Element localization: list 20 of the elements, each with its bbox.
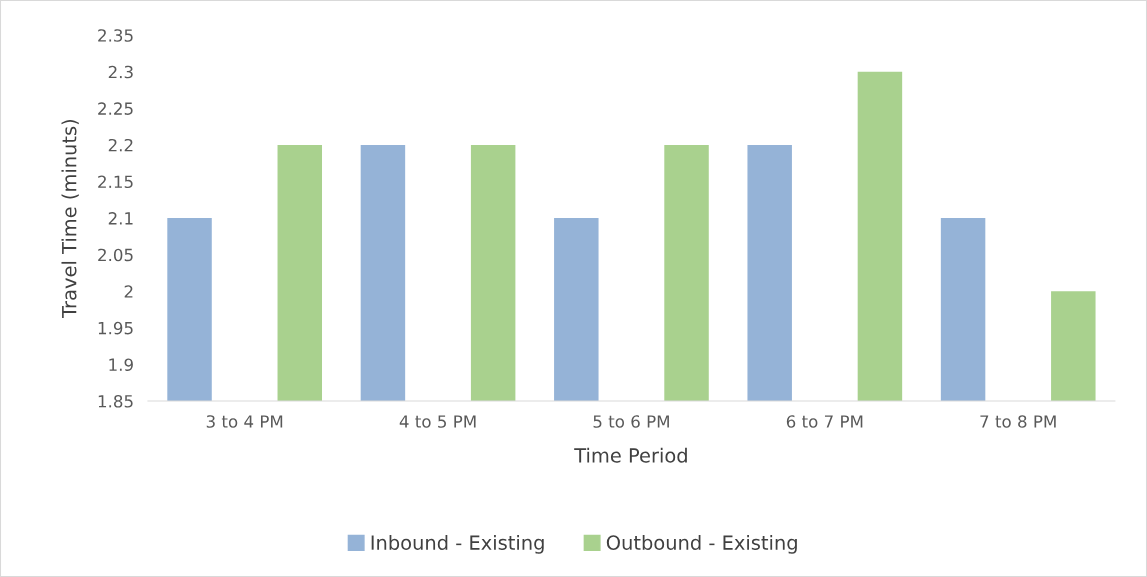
y-tick-label: 1.9: [109, 358, 133, 371]
y-tick-label: 2.1: [108, 212, 133, 225]
y-tick-label: 2.05: [98, 248, 133, 262]
y-tick-label: 1.95: [98, 321, 133, 335]
y-tick-label: 2.3: [108, 65, 133, 79]
x-tick-label: 7 to 8 PM: [980, 415, 1056, 428]
y-tick-label: 2.25: [98, 102, 133, 115]
x-tick-label: 5 to 6 PM: [593, 415, 669, 428]
legend-label: Inbound - Existing: [371, 534, 544, 554]
y-axis-title: Travel Time (minuts): [61, 119, 79, 318]
y-tick-label: 1.85: [98, 394, 133, 408]
x-tick-label: 4 to 5 PM: [399, 415, 476, 428]
y-tick-label: 2.35: [98, 29, 133, 42]
x-tick-label: 6 to 7 PM: [786, 415, 863, 428]
legend-label: Outbound - Existing: [606, 534, 797, 554]
y-tick-label: 2: [124, 285, 133, 298]
x-axis-title: Time Period: [574, 447, 687, 463]
y-tick-label: 2.2: [108, 138, 133, 152]
x-tick-label: 3 to 4 PM: [206, 415, 283, 428]
y-tick-label: 2.15: [98, 175, 133, 189]
